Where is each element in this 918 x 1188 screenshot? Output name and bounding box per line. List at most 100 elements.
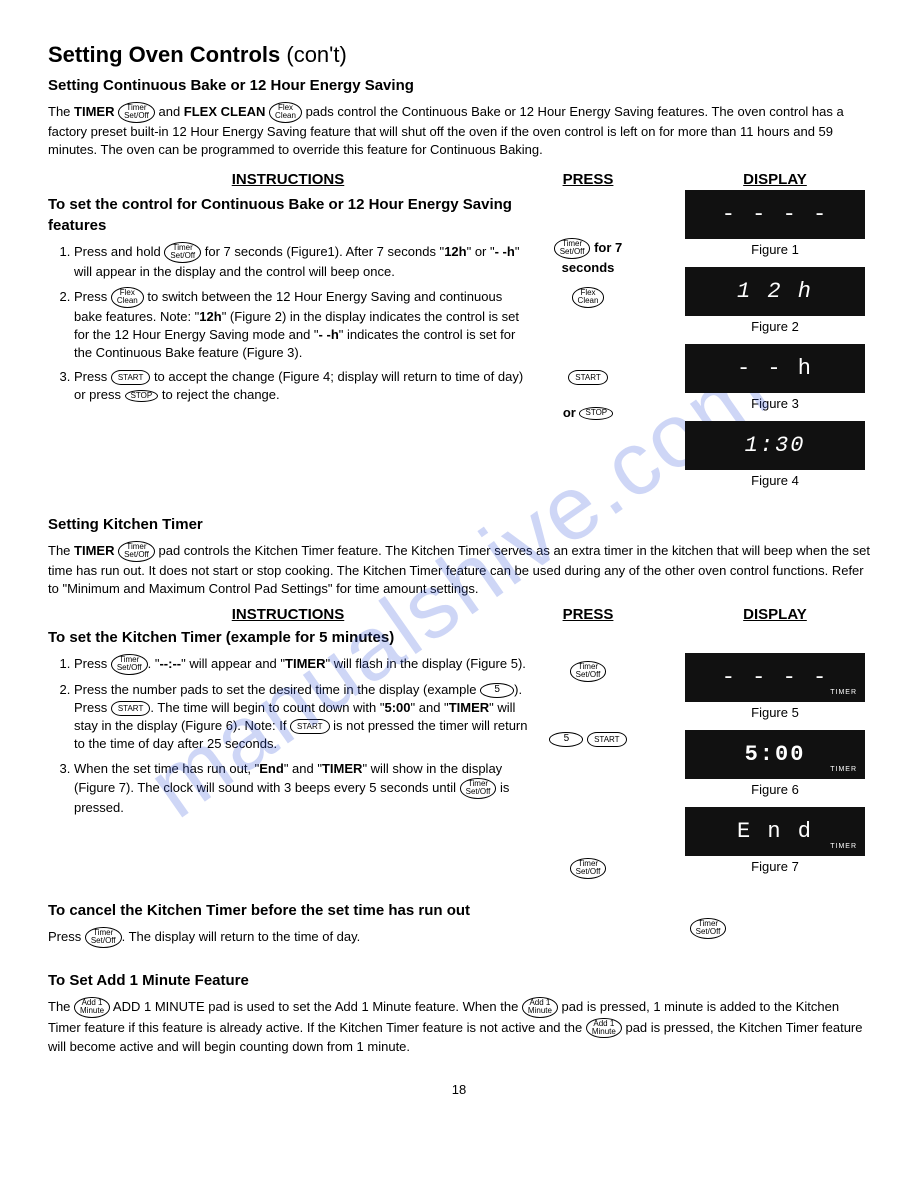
btn-bot: Set/Off (560, 247, 585, 256)
text-bold: --:-- (159, 656, 181, 671)
timer-button-icon: TimerSet/Off (460, 778, 497, 799)
timer-button-icon: TimerSet/Off (118, 102, 155, 123)
caption-fig3: Figure 3 (680, 395, 870, 413)
display-fig6: 5:00 TIMER (685, 730, 865, 779)
timer-button-icon: TimerSet/Off (554, 238, 591, 259)
disp-text: 5:00 (745, 742, 806, 767)
text-bold: TIMER (322, 761, 362, 776)
text: The (48, 999, 74, 1014)
text: " will flash in the display (Figure 5). (325, 656, 525, 671)
start-button-icon: START (111, 370, 150, 385)
text: to reject the change. (158, 387, 279, 402)
subheading-kitchen-timer: Setting Kitchen Timer (48, 514, 870, 535)
stop-button-icon: STOP (125, 390, 159, 402)
display-fig1: - - - - (685, 190, 865, 239)
text-bold: for 7 (590, 240, 622, 255)
add1-button-icon: Add 1Minute (586, 1018, 622, 1039)
bake-steps: Press and hold TimerSet/Off for 7 second… (48, 242, 528, 405)
caption-fig6: Figure 6 (680, 781, 870, 799)
btn-bot: Set/Off (91, 936, 116, 945)
press-bake-1: TimerSet/Off for 7 seconds (528, 238, 648, 277)
text: . The display will return to the time of… (122, 929, 361, 944)
text: Press (48, 929, 85, 944)
btn-bot: Clean (275, 111, 296, 120)
section-heading-bake: Setting Continuous Bake or 12 Hour Energ… (48, 75, 870, 96)
btn-bot: Minute (592, 1027, 616, 1036)
caption-fig4: Figure 4 (680, 472, 870, 490)
start-button-icon: START (587, 732, 626, 747)
text: pad controls the Kitchen Timer feature. … (48, 543, 870, 596)
text: Press and hold (74, 244, 164, 259)
text-bold: - -h (495, 244, 515, 259)
text: " and " (411, 700, 449, 715)
page-number: 18 (48, 1081, 870, 1099)
text: When the set time has run out, " (74, 761, 259, 776)
text-bold: 5:00 (385, 700, 411, 715)
press-bake-3: START (528, 368, 648, 386)
add1-button-icon: Add 1Minute (74, 997, 110, 1018)
start-button-icon: START (568, 370, 607, 385)
subheading-cancel: To cancel the Kitchen Timer before the s… (48, 900, 648, 921)
add1-button-icon: Add 1Minute (522, 997, 558, 1018)
btn-bot: Set/Off (170, 251, 195, 260)
bake-step-3: Press START to accept the change (Figure… (74, 368, 528, 404)
text: and (158, 104, 183, 119)
text-bold: 12h (199, 309, 221, 324)
disp-text: 1:30 (745, 433, 806, 458)
disp-text: 1 2 h (737, 279, 813, 304)
flexclean-button-icon: FlexClean (269, 102, 302, 123)
start-button-icon: START (111, 701, 150, 716)
btn-bot: Clean (578, 296, 599, 305)
five-button-icon: 5 (480, 683, 514, 698)
disp-sub: TIMER (830, 688, 857, 698)
text: The (48, 104, 74, 119)
text: " or " (467, 244, 495, 259)
intro-bake: The TIMER TimerSet/Off and FLEX CLEAN Fl… (48, 102, 870, 159)
btn-bot: Set/Off (117, 663, 142, 672)
five-button-icon: 5 (549, 732, 583, 747)
btn-bot: Set/Off (124, 111, 149, 120)
subheading-add1: To Set Add 1 Minute Feature (48, 970, 870, 991)
press-kt-2: 5 START (528, 730, 648, 748)
display-fig2: 1 2 h (685, 267, 865, 316)
text: " and " (284, 761, 322, 776)
text-bold: FLEX CLEAN (184, 104, 266, 119)
btn-bot: Clean (117, 296, 138, 305)
col-instructions: INSTRUCTIONS (48, 169, 528, 190)
timer-button-icon: TimerSet/Off (164, 242, 201, 263)
display-fig5: - - - - TIMER (685, 653, 865, 702)
btn-bot: Set/Off (466, 787, 491, 796)
text: ADD 1 MINUTE pad is used to set the Add … (110, 999, 522, 1014)
btn-bot: Set/Off (124, 550, 149, 559)
page-title: Setting Oven Controls (con't) (48, 40, 870, 71)
text-bold: TIMER (285, 656, 325, 671)
btn-bot: Set/Off (576, 670, 601, 679)
btn-bot: Set/Off (696, 927, 721, 936)
col-display-2: DISPLAY (680, 604, 870, 625)
text: Press the number pads to set the desired… (74, 682, 480, 697)
display-fig4: 1:30 (685, 421, 865, 470)
timer-button-icon: TimerSet/Off (111, 654, 148, 675)
text-bold: - -h (319, 327, 339, 342)
display-fig3: - - h (685, 344, 865, 393)
disp-sub: TIMER (830, 765, 857, 775)
timer-button-icon: TimerSet/Off (85, 927, 122, 948)
press-kt-1: TimerSet/Off (528, 661, 648, 682)
start-button-icon: START (290, 719, 329, 734)
text: . The time will begin to count down with… (150, 700, 384, 715)
col-press-2: PRESS (528, 604, 648, 625)
text: for 7 seconds (Figure1). After 7 seconds… (201, 244, 444, 259)
timer-button-icon: TimerSet/Off (570, 858, 607, 879)
press-bake-3b: or STOP (528, 404, 648, 422)
text: Press (74, 369, 111, 384)
disp-sub: TIMER (830, 842, 857, 852)
press-bake-2: FlexClean (528, 287, 648, 308)
text-bold: TIMER (449, 700, 489, 715)
caption-fig5: Figure 5 (680, 704, 870, 722)
kt-step-3: When the set time has run out, "End" and… (74, 760, 528, 817)
display-fig7: E n d TIMER (685, 807, 865, 856)
kt-step-2: Press the number pads to set the desired… (74, 681, 528, 754)
timer-button-icon: TimerSet/Off (690, 918, 727, 939)
bake-step-1: Press and hold TimerSet/Off for 7 second… (74, 242, 528, 281)
col-press: PRESS (528, 169, 648, 190)
